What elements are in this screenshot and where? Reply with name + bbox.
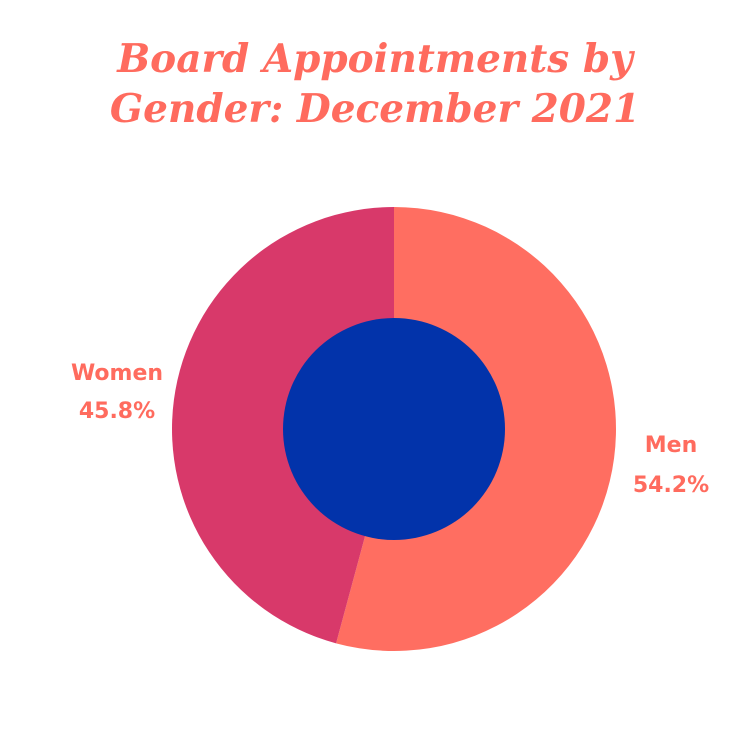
chart-title: Board Appointments by Gender: December 2…	[0, 34, 750, 134]
chart-title-line-1: Board Appointments by	[117, 36, 633, 82]
slice-value-men: 54.2%	[633, 473, 709, 498]
donut-center-hole	[283, 318, 505, 540]
slice-women	[172, 207, 394, 644]
slice-label-men: Men	[645, 433, 697, 458]
slice-value-women: 45.8%	[79, 399, 155, 424]
slice-labels: Men 54.2% Women 45.8%	[71, 361, 709, 498]
chart-title-line-2: Gender: December 2021	[109, 86, 641, 132]
slice-label-women: Women	[71, 361, 163, 386]
